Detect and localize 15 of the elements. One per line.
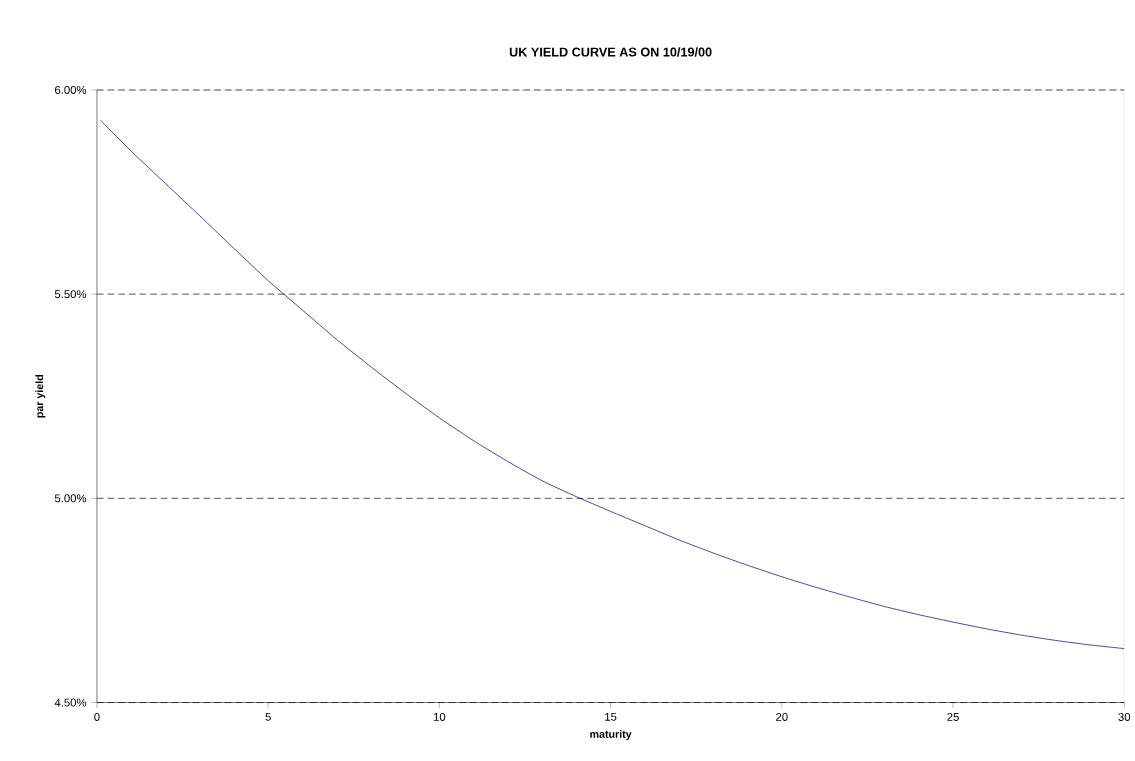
- y-axis-title: par yield: [35, 374, 46, 418]
- line-series: [99, 119, 1125, 649]
- y-tick-label: 4.50%: [54, 698, 87, 707]
- x-tick-label: 25: [947, 712, 959, 721]
- x-tick-label: 0: [94, 712, 100, 721]
- x-tick-label: 5: [265, 712, 271, 721]
- x-tick-label: 10: [433, 712, 446, 721]
- x-tick-label: 20: [776, 712, 788, 721]
- y-tick-label: 6.00%: [55, 85, 87, 94]
- y-tick-label: 5.00%: [54, 494, 87, 503]
- x-tick-label: 15: [605, 712, 617, 721]
- x-axis-title: maturity: [590, 729, 632, 740]
- chart-title: UK YIELD CURVE AS ON 10/19/00: [509, 47, 712, 57]
- x-tick-label: 30: [1118, 712, 1131, 721]
- y-tick-label: 5.50%: [54, 289, 87, 298]
